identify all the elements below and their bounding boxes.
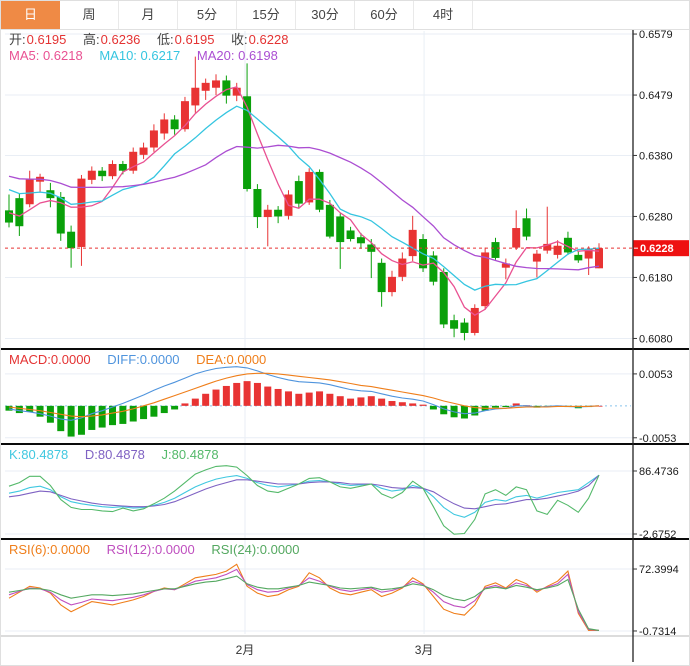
- svg-text:0.6579: 0.6579: [639, 29, 673, 41]
- timeframe-tab[interactable]: 5分: [178, 1, 237, 29]
- svg-text:0.6228: 0.6228: [640, 243, 674, 255]
- svg-text:-2.6752: -2.6752: [639, 529, 676, 541]
- svg-text:0.6280: 0.6280: [639, 211, 673, 223]
- timeframe-tab[interactable]: 日: [1, 1, 60, 29]
- svg-text:86.4736: 86.4736: [639, 466, 679, 478]
- timeframe-tab[interactable]: 60分: [355, 1, 414, 29]
- svg-text:0.6479: 0.6479: [639, 90, 673, 102]
- svg-text:-0.7314: -0.7314: [639, 626, 676, 638]
- svg-text:0.6380: 0.6380: [639, 150, 673, 162]
- timeframe-tab[interactable]: 月: [119, 1, 178, 29]
- svg-text:0.0053: 0.0053: [639, 369, 673, 381]
- svg-text:-0.0053: -0.0053: [639, 433, 676, 445]
- timeframe-tab[interactable]: 4时: [414, 1, 473, 29]
- timeframe-tab[interactable]: 周: [60, 1, 119, 29]
- timeframe-tab[interactable]: 15分: [237, 1, 296, 29]
- timeframe-tabbar: 日周月 5分 15分 30分 60分 4时: [1, 1, 689, 30]
- svg-text:0.6080: 0.6080: [639, 333, 673, 345]
- svg-text:3月: 3月: [415, 643, 434, 657]
- svg-text:0.6180: 0.6180: [639, 272, 673, 284]
- svg-text:72.3994: 72.3994: [639, 564, 679, 576]
- svg-text:2月: 2月: [236, 643, 255, 657]
- timeframe-tab[interactable]: 30分: [296, 1, 355, 29]
